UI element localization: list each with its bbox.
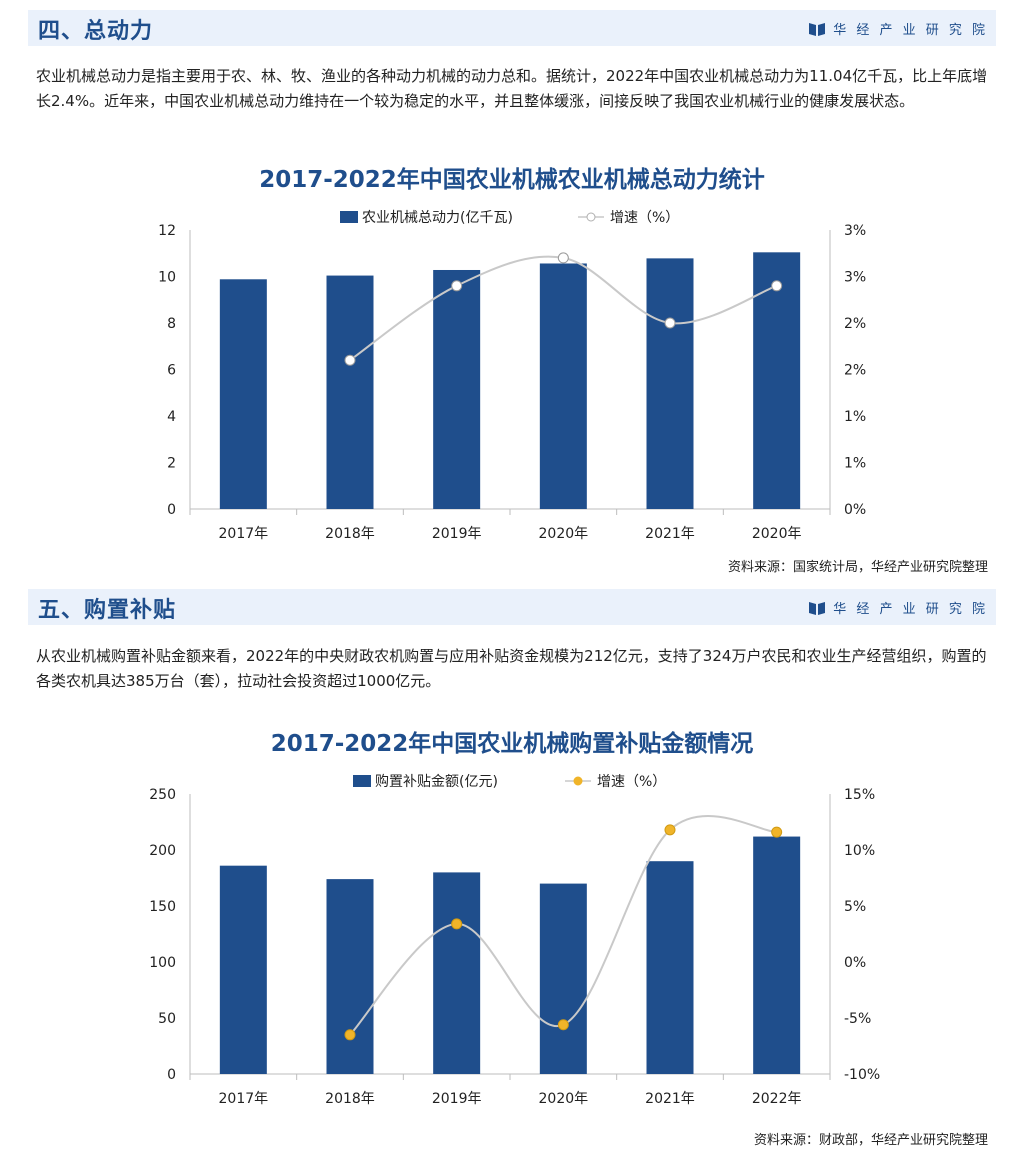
bar [219,865,267,1074]
y-tick-label-left: 10 [158,270,176,286]
legend-label: 购置补贴金额(亿元) [375,774,498,790]
y-tick-label-left: 0 [167,502,176,518]
y-tick-label-right: 10% [844,843,875,859]
chart-power: 农业机械总动力(亿千瓦) 增速（%） 0 2 4 6 8 10 12 0% 1% 1% 2% 2% 3% 3%… [158,210,866,542]
y-tick-label-right: 3% [844,270,866,286]
bar [326,275,374,509]
legend-bar-swatch [353,775,371,787]
bar [539,883,587,1074]
x-tick-label: 2018年 [325,526,375,542]
growth-point [451,918,463,930]
y-tick-label-right: 2% [844,363,866,379]
x-tick-label: 2020年 [539,526,589,542]
y-tick-label-right: 1% [844,409,866,425]
y-tick-label-right: 0% [844,502,866,518]
growth-point [557,252,569,264]
growth-point [344,1029,356,1041]
section-title: 五、购置补贴 [38,598,177,623]
brand-logo-icon [809,601,826,615]
chart-subsidy: 购置补贴金额(亿元) 增速（%） 0 50 100 150 200 250 -10% -5% 0% 5… [149,774,880,1107]
source-note: 资料来源：国家统计局，华经产业研究院整理 [727,560,988,575]
y-tick-label-right: 1% [844,456,866,472]
bar [753,836,801,1074]
x-tick-label: 2020年 [539,1091,589,1107]
brand: 华 经 产 业 研 究 院 [809,598,988,617]
bar [646,258,694,509]
brand: 华 经 产 业 研 究 院 [809,19,988,38]
bar [219,279,267,509]
x-tick-label: 2017年 [219,526,269,542]
y-tick-label-right: 2% [844,316,866,332]
bar [646,861,694,1074]
source-note: 资料来源：财政部，华经产业研究院整理 [753,1133,988,1148]
growth-point [771,280,783,292]
legend-label: 增速（%） [610,210,679,226]
x-tick-label: 2018年 [325,1091,375,1107]
paragraph-power: 农业机械总动力是指主要用于农、林、牧、渔业的各种动力机械的动力总和。据统计，20… [36,67,988,110]
section-title: 四、总动力 [38,19,154,44]
y-tick-label-left: 6 [167,363,176,379]
x-tick-label: 2017年 [219,1091,269,1107]
legend-label: 农业机械总动力(亿千瓦) [362,210,513,226]
section-header-power: 四、总动力 华 经 产 业 研 究 院 [28,10,996,46]
x-tick-label: 2020年 [752,526,802,542]
y-tick-label-right: -10% [844,1067,880,1083]
x-tick-label: 2022年 [752,1091,802,1107]
y-tick-label-left: 2 [167,456,176,472]
growth-point [771,826,783,838]
bar [753,252,801,509]
chart-title: 2017-2022年中国农业机械农业机械总动力统计 [259,167,765,193]
y-tick-label-right: -5% [844,1011,871,1027]
bar [433,269,481,509]
growth-point [451,280,463,292]
y-tick-label-left: 4 [167,409,176,425]
bar [433,872,481,1074]
legend-line-marker [586,212,596,222]
y-tick-label-right: 5% [844,899,866,915]
section-header-subsidy: 五、购置补贴 华 经 产 业 研 究 院 [28,589,996,625]
x-tick-label: 2021年 [645,526,695,542]
growth-point [664,317,676,329]
y-tick-label-left: 200 [149,843,176,859]
legend-bar-swatch [340,211,358,223]
y-tick-label-left: 100 [149,955,176,971]
growth-point [557,1019,569,1031]
brand-logo-icon [809,22,826,36]
y-tick-label-left: 50 [158,1011,176,1027]
brand-name: 华 经 产 业 研 究 院 [833,602,988,617]
y-tick-label-left: 12 [158,223,176,239]
legend-label: 增速（%） [597,774,666,790]
y-tick-label-left: 250 [149,787,176,803]
x-tick-label: 2019年 [432,526,482,542]
x-tick-label: 2021年 [645,1091,695,1107]
bar [326,879,374,1074]
x-tick-label: 2019年 [432,1091,482,1107]
y-tick-label-left: 8 [167,316,176,332]
growth-point [664,824,676,836]
bar [539,263,587,509]
brand-name: 华 经 产 业 研 究 院 [833,23,988,38]
growth-point [344,354,356,366]
y-tick-label-left: 0 [167,1067,176,1083]
chart-title: 2017-2022年中国农业机械购置补贴金额情况 [270,731,754,757]
y-tick-label-right: 15% [844,787,875,803]
y-tick-label-right: 0% [844,955,866,971]
y-tick-label-left: 150 [149,899,176,915]
y-tick-label-right: 3% [844,223,866,239]
legend-line-marker [573,776,583,786]
paragraph-subsidy: 从农业机械购置补贴金额来看，2022年的中央财政农机购置与应用补贴资金规模为21… [36,647,987,690]
